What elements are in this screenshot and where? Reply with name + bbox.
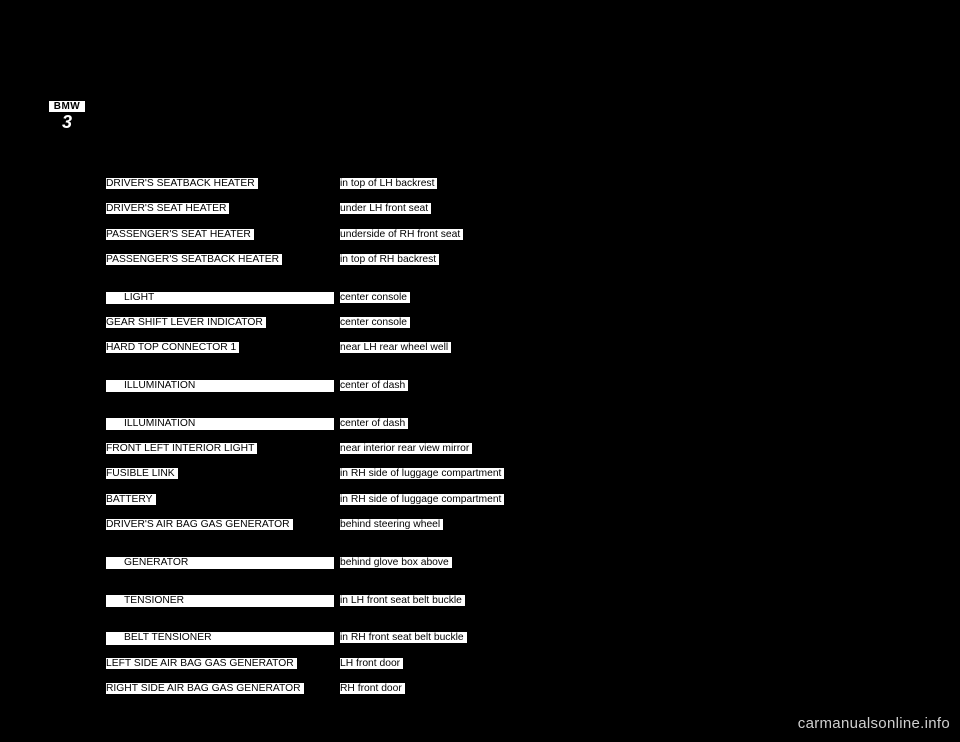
component-location: in top of LH backrest — [340, 178, 862, 190]
component-code: E106 . — [58, 418, 106, 430]
component-name: PASSENGER'S SIDE PYROTECHNICALBELT TENSI… — [106, 620, 340, 645]
component-name: LEFT SIDE AIR BAG GAS GENERATOR — [106, 658, 340, 670]
component-location: near LH rear wheel well — [340, 342, 862, 354]
component-name: GEAR SHIFT LEVER INDICATOR — [106, 317, 340, 329]
page-ref: 35-2 — [862, 683, 906, 695]
component-code: G5 . . . — [58, 519, 106, 531]
component-name: RIGHT SIDE AIR BAG GAS GENERATOR — [106, 683, 340, 695]
table-row: G6 . . .PASSENGER'S AIR BAG GASGENERATOR… — [58, 545, 906, 570]
page-ref: 21-3 — [862, 418, 906, 430]
component-name: HEAT/A/C CONTROL PANELILLUMINATION — [106, 405, 340, 430]
component-location: near interior rear view mirror — [340, 443, 862, 455]
table-row: G13 . .PASSENGER'S SIDE PYROTECHNICALBEL… — [58, 620, 906, 645]
component-name: HEAT/A/C CONTROL PANELILLUMINATION — [106, 368, 340, 393]
component-location: in top of RH backrest — [340, 254, 862, 266]
table-row: G5 . . .DRIVER'S AIR BAG GAS GENERATORbe… — [58, 519, 906, 531]
table-row: E106 .HEAT/A/C CONTROL PANELILLUMINATION… — [58, 405, 906, 430]
component-name: FRONT LEFT INTERIOR LIGHT — [106, 443, 340, 455]
table-row: E800 .FRONT LEFT INTERIOR LIGHTnear inte… — [58, 443, 906, 455]
table-row: F97 . . .FUSIBLE LINKin RH side of lugga… — [58, 468, 906, 480]
watermark: carmanualsonline.info — [798, 715, 950, 732]
page-ref: 01-1 — [862, 468, 906, 480]
component-name: FUSIBLE LINK — [106, 468, 340, 480]
component-code: F97 . . . — [58, 468, 106, 480]
page-ref: 36-2 — [862, 632, 906, 644]
component-code: G13 . . — [58, 632, 106, 644]
component-name: PASSENGER'S SEATBACK HEATER — [106, 254, 340, 266]
component-name: PASSENGER'S SEAT HEATER — [106, 229, 340, 241]
component-name: PASSENGER'S AIR BAG GASGENERATOR — [106, 545, 340, 570]
table-row: G15 . .RIGHT SIDE AIR BAG GAS GENERATORR… — [58, 683, 906, 695]
component-name: BATTERY — [106, 494, 340, 506]
page-ref: 36-2 — [862, 595, 906, 607]
component-name: DRIVER'S SEAT HEATER — [106, 203, 340, 215]
page-ref: 21-3 — [862, 380, 906, 392]
table-row: E105 .HEAT/A/C CONTROL PANELILLUMINATION… — [58, 368, 906, 393]
page-ref: 01-1 — [862, 494, 906, 506]
component-location: in RH side of luggage compartment — [340, 468, 862, 480]
component-location: behind steering wheel — [340, 519, 862, 531]
component-code: E57 . . — [58, 203, 106, 215]
logo-model: 3 — [48, 113, 86, 131]
page-ref: 16-2 — [862, 658, 906, 670]
table-row: E96 . .GEAR SHIFT LEVER INDICATORcenter … — [58, 317, 906, 329]
table-row: G12 . .DRIVER'S SIDE PYROTECHNICAL BELTT… — [58, 582, 906, 607]
table-row: E82 . .TRANSMISSION POSITION INDICATORLI… — [58, 279, 906, 304]
component-code: E82 . . — [58, 292, 106, 304]
page-ref: 22-1 — [862, 292, 906, 304]
component-location: underside of RH front seat — [340, 229, 862, 241]
component-code: E56 . . — [58, 178, 106, 190]
component-name: HARD TOP CONNECTOR 1 — [106, 342, 340, 354]
bmw-logo: BMW 3 — [48, 100, 86, 131]
component-location: center console — [340, 292, 862, 304]
component-code: G15 . . — [58, 683, 106, 695]
component-code: G14 . . — [58, 658, 106, 670]
component-location: under LH front seat — [340, 203, 862, 215]
component-location: in LH front seat belt buckle — [340, 595, 862, 607]
component-location: in RH front seat belt buckle — [340, 632, 862, 644]
component-code: G6 . . . — [58, 557, 106, 569]
table-row: E56 . .DRIVER'S SEATBACK HEATERin top of… — [58, 178, 906, 190]
component-location: center of dash — [340, 380, 862, 392]
table-row: G1 . . .BATTERYin RH side of luggage com… — [58, 494, 906, 506]
table-row: E58 . .PASSENGER'S SEAT HEATERunderside … — [58, 229, 906, 241]
component-code: E59 . . — [58, 254, 106, 266]
component-location: LH front door — [340, 658, 862, 670]
table-row: E99 . .HARD TOP CONNECTOR 1near LH rear … — [58, 342, 906, 354]
component-code: E800 . — [58, 443, 106, 455]
component-location: RH front door — [340, 683, 862, 695]
component-location: in RH side of luggage compartment — [340, 494, 862, 506]
component-code: E105 . — [58, 380, 106, 392]
table-row: E57 . .DRIVER'S SEAT HEATERunder LH fron… — [58, 203, 906, 215]
component-name: DRIVER'S SIDE PYROTECHNICAL BELTTENSIONE… — [106, 582, 340, 607]
component-location: behind glove box above — [340, 557, 862, 569]
component-name: TRANSMISSION POSITION INDICATORLIGHT — [106, 279, 340, 304]
component-name: DRIVER'S AIR BAG GAS GENERATOR — [106, 519, 340, 531]
component-code: E99 . . — [58, 342, 106, 354]
component-location: center console — [340, 317, 862, 329]
component-code: E96 . . — [58, 317, 106, 329]
table-row: G14 . .LEFT SIDE AIR BAG GAS GENERATORLH… — [58, 658, 906, 670]
component-code: G1 . . . — [58, 494, 106, 506]
component-code: E58 . . — [58, 229, 106, 241]
component-code: G12 . . — [58, 595, 106, 607]
table-row: E59 . .PASSENGER'S SEATBACK HEATERin top… — [58, 254, 906, 266]
component-listing-table: E56 . .DRIVER'S SEATBACK HEATERin top of… — [58, 178, 906, 708]
component-location: center of dash — [340, 418, 862, 430]
component-name: DRIVER'S SEATBACK HEATER — [106, 178, 340, 190]
